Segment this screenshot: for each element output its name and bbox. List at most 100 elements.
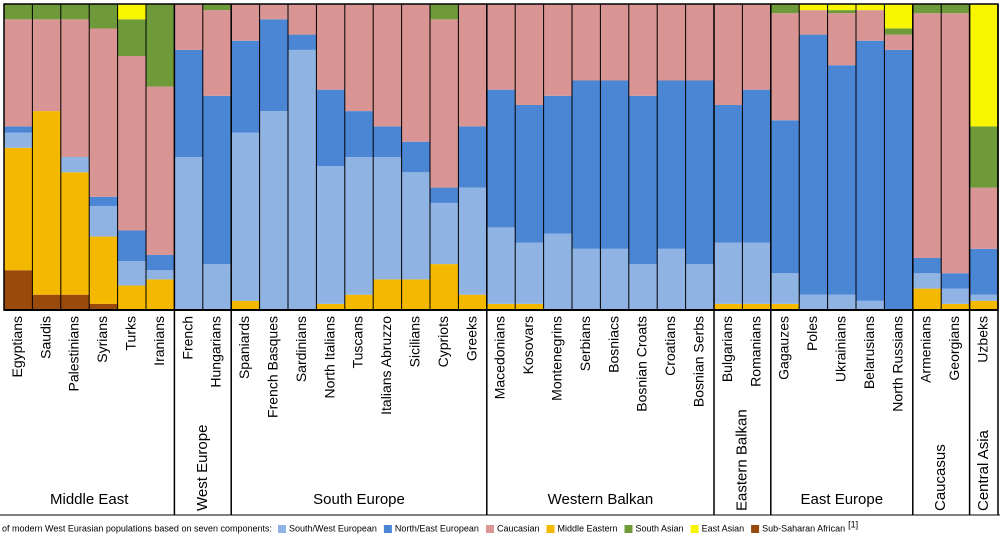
bar-segment	[89, 236, 118, 304]
bar-segment	[827, 13, 856, 66]
category-label: Tuscans	[350, 316, 366, 368]
bar-segment	[316, 89, 345, 167]
bar-segment	[742, 89, 771, 243]
bar-segment	[941, 13, 970, 274]
bar-segment	[799, 10, 828, 35]
bar-segment	[373, 126, 402, 157]
category-label: Kosovars	[520, 316, 536, 374]
bar-segment	[259, 4, 288, 20]
bar-segment	[799, 294, 828, 310]
bar-segment	[685, 80, 714, 265]
category-label: Romanians	[747, 316, 763, 387]
bar-segment	[884, 34, 913, 50]
bar-segment	[685, 4, 714, 81]
group-label: East Europe	[801, 491, 884, 508]
bar-segment	[714, 303, 743, 310]
bar-segment	[770, 120, 800, 274]
bar-segment	[884, 28, 913, 35]
bar-segment	[799, 34, 828, 295]
group-label: West Europe	[194, 425, 211, 511]
category-label: Syrians	[94, 316, 110, 363]
bar-segment	[714, 242, 743, 304]
legend-label: North/East European	[395, 523, 479, 533]
bar-segment	[202, 264, 232, 310]
category-label: Greeks	[463, 316, 479, 361]
category-label: Macedonians	[492, 316, 508, 399]
bar-segment	[884, 4, 913, 29]
bar-segment	[742, 303, 771, 310]
group-label: Eastern Balkan	[733, 409, 750, 511]
bar-segment	[657, 4, 686, 81]
bar-segment	[231, 132, 260, 301]
category-label: Iranians	[151, 316, 167, 366]
bar-segment	[742, 4, 771, 90]
bar-segment	[827, 65, 856, 295]
bar-segment	[458, 126, 487, 188]
bar-segment	[430, 202, 459, 265]
legend-label: South/West European	[289, 523, 377, 533]
bar-segment	[117, 19, 146, 57]
bar-segment	[856, 10, 885, 41]
category-label: Egyptians	[9, 316, 25, 377]
bar-segment	[288, 49, 317, 311]
bar-segment	[515, 303, 544, 310]
bar-segment	[430, 264, 459, 310]
bar-segment	[770, 303, 800, 310]
group-label: Caucasus	[932, 444, 949, 511]
bar-segment	[202, 10, 232, 96]
bar-segment	[373, 279, 402, 310]
bar-segment	[117, 230, 146, 262]
bar-segment	[458, 4, 487, 127]
bar-segment	[430, 4, 459, 20]
bar-segment	[969, 4, 998, 127]
bar-segment	[884, 49, 913, 311]
bar-segment	[827, 294, 856, 310]
bar-segment	[458, 187, 487, 295]
bar-segment	[827, 4, 856, 11]
bar-segment	[60, 157, 90, 173]
category-label: French Basques	[265, 316, 281, 418]
bar-segment	[259, 19, 288, 112]
bar-segment	[486, 303, 516, 310]
bar-segment	[32, 111, 61, 295]
bar-segment	[146, 4, 175, 87]
bar-segment	[373, 157, 402, 280]
legend-label: Caucasian	[497, 523, 540, 533]
bar-segment	[969, 294, 998, 301]
category-label: Hungarians	[208, 316, 224, 388]
legend-label: Middle Eastern	[557, 523, 617, 533]
bar-segment	[799, 4, 828, 11]
bar-segment	[60, 19, 90, 157]
bar-segment	[685, 264, 714, 310]
bar-segment	[941, 288, 970, 304]
bar-segment	[572, 4, 601, 81]
bar-segment	[486, 4, 516, 90]
bar-segment	[4, 132, 33, 148]
bar-segment	[288, 4, 317, 35]
bar-segment	[515, 104, 544, 243]
category-label: Gagauzes	[776, 316, 792, 380]
legend-swatch	[383, 525, 392, 533]
category-label: Bosniacs	[605, 316, 621, 373]
bar-segment	[600, 80, 629, 249]
bar-segment	[89, 303, 118, 310]
legend-swatch	[690, 525, 699, 533]
category-label: Bulgarians	[719, 316, 735, 382]
bar-segment	[4, 19, 33, 127]
bar-segment	[174, 49, 203, 157]
bar-segment	[117, 4, 146, 20]
group-label: South Europe	[313, 491, 405, 508]
bar-segment	[543, 233, 572, 310]
bar-segment	[742, 242, 771, 304]
bar-segment	[856, 300, 885, 310]
category-label: Georgians	[946, 316, 962, 381]
bar-segment	[969, 126, 998, 188]
bar-segment	[912, 288, 942, 310]
category-label: French	[179, 316, 195, 360]
bar-segment	[316, 166, 345, 304]
bar-segment	[146, 279, 175, 310]
bar-segment	[543, 95, 572, 234]
bar-segment	[401, 279, 430, 310]
